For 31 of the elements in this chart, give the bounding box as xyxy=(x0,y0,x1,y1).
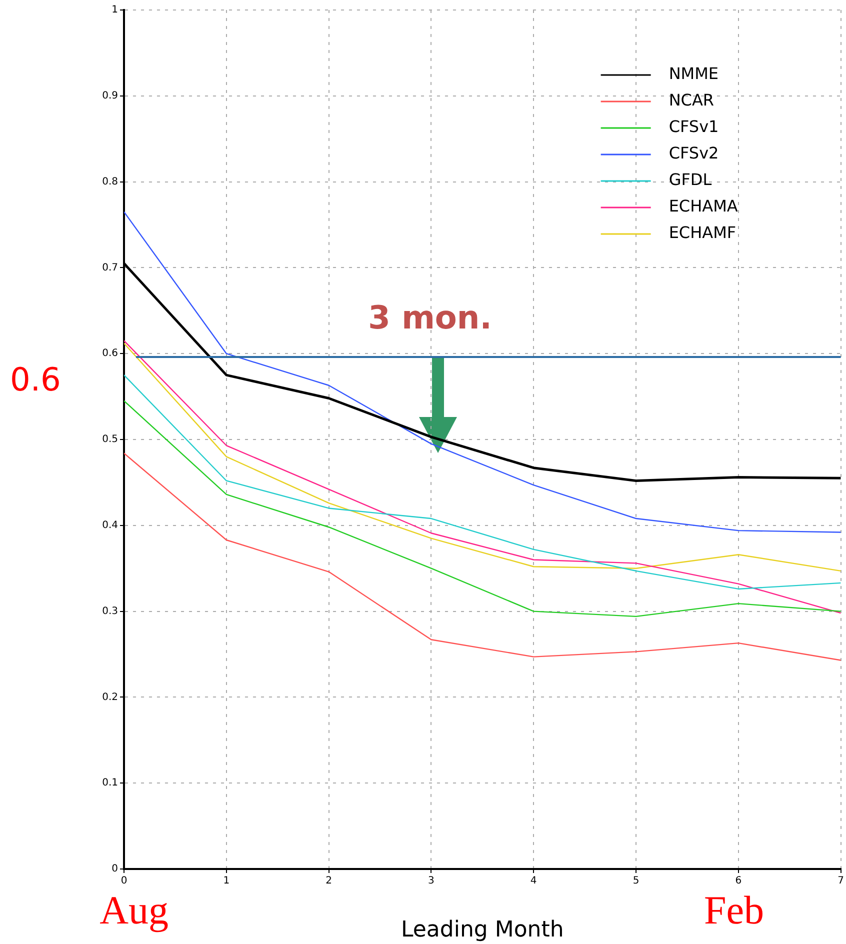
y-tick-label: 0.8 xyxy=(102,176,118,188)
x-tick-label: 3 xyxy=(428,876,434,887)
y-tick-label: 0.9 xyxy=(102,90,118,102)
y-tick-label: 0 xyxy=(112,864,118,875)
text: Feb xyxy=(704,888,764,932)
x-tick-label: 2 xyxy=(326,876,332,887)
legend-label: CFSv1 xyxy=(668,117,719,136)
legend-label: GFDL xyxy=(668,170,712,190)
x-tick-label: 6 xyxy=(735,876,742,887)
y-tick-label: 0.1 xyxy=(102,778,118,789)
x-tick-label: 1 xyxy=(223,876,230,887)
legend-label: ECHAMA xyxy=(668,196,738,216)
x-tick-label: 5 xyxy=(632,876,640,887)
x-tick-label: 0 xyxy=(120,876,128,887)
legend-label: CFSv2 xyxy=(668,144,719,163)
annotation: 3 mon. xyxy=(368,298,492,336)
legend-label: NMME xyxy=(668,64,719,84)
x-axis-title: Leading Month xyxy=(400,918,564,943)
y-tick-label: 0.6 xyxy=(102,348,118,360)
x-tick-label: 4 xyxy=(530,876,537,887)
y-tick-label: 0.2 xyxy=(102,692,118,703)
y-tick-label: 0.7 xyxy=(102,262,118,274)
y-tick-label: 1 xyxy=(112,4,118,16)
legend-label: NCAR xyxy=(668,90,714,110)
text: Aug xyxy=(100,888,168,932)
legend-label: ECHAMF xyxy=(668,223,736,242)
x-tick-label: 7 xyxy=(838,876,844,887)
y-tick-label: 0.4 xyxy=(102,520,118,531)
y-tick-label: 0.5 xyxy=(102,434,118,446)
y-tick-label: 0.3 xyxy=(102,606,118,617)
ref-line-label: 0.6 xyxy=(10,360,61,398)
